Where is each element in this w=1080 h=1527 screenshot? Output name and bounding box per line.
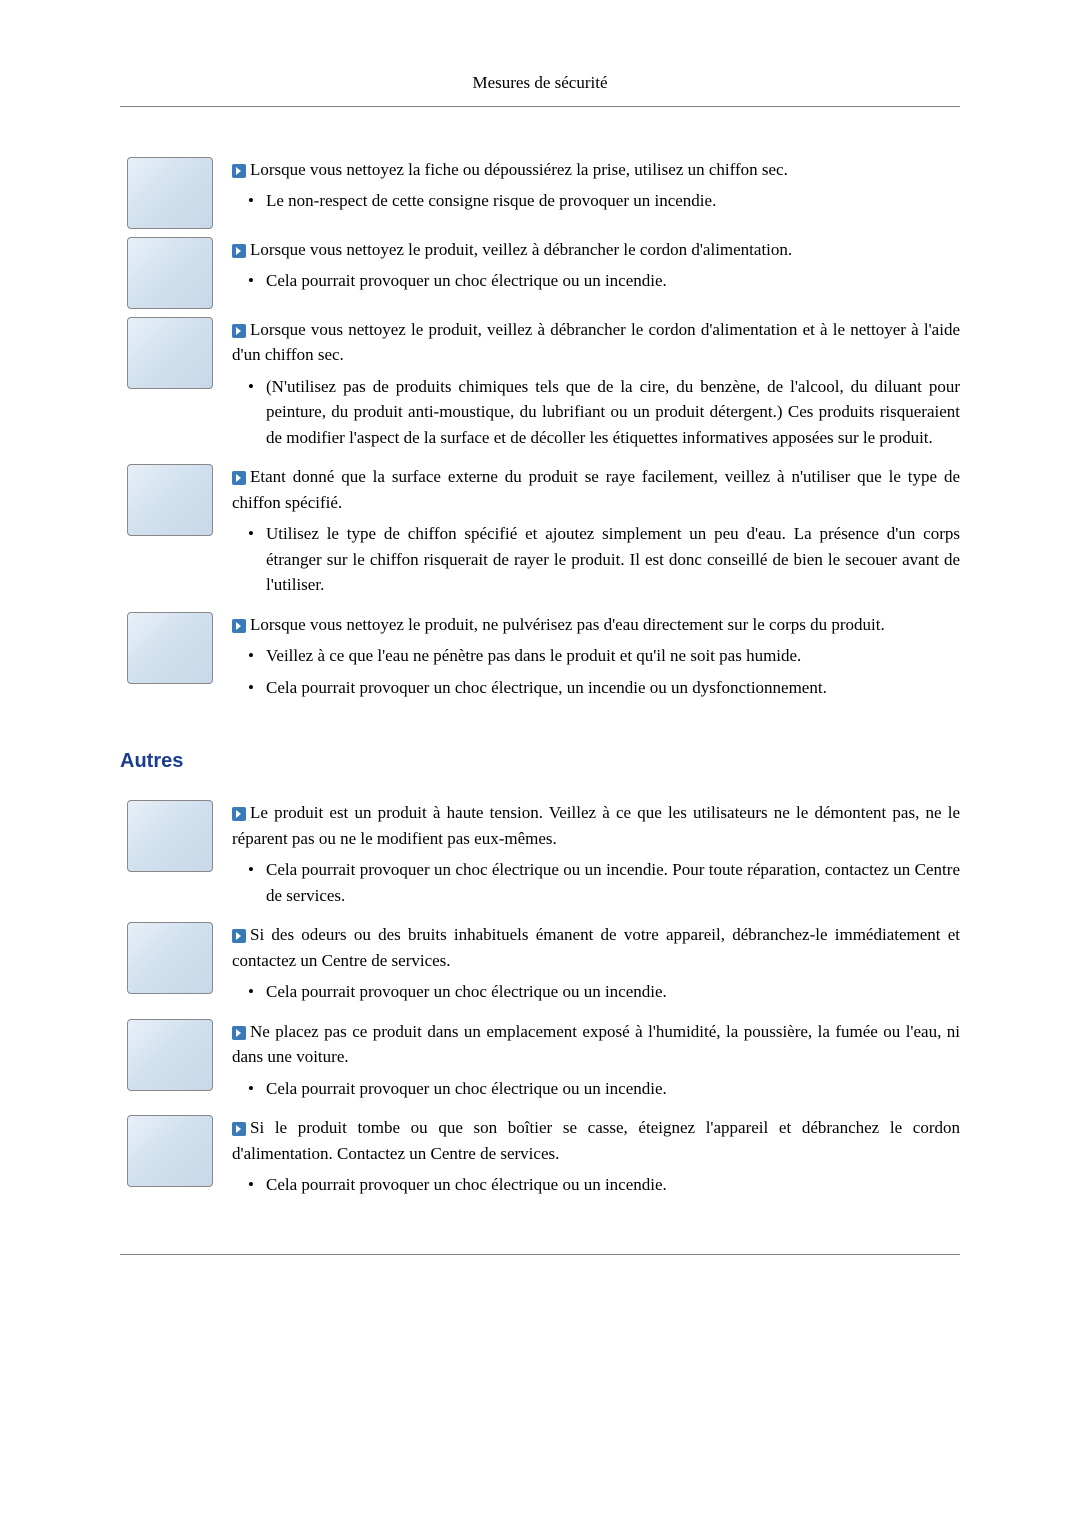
instruction-lead: Si des odeurs ou des bruits inhabituels … [232,922,960,973]
bullet-item: Cela pourrait provoquer un choc électriq… [248,857,960,908]
illustration-column [120,317,220,389]
instruction-lead: Lorsque vous nettoyez la fiche ou dépous… [232,157,960,183]
bullet-item: Veillez à ce que l'eau ne pénètre pas da… [248,643,960,669]
illustration-icon [127,922,213,994]
illustration-column [120,612,220,684]
bullet-list: Cela pourrait provoquer un choc électriq… [232,1172,960,1198]
instruction-text: Etant donné que la surface externe du pr… [232,464,960,604]
illustration-icon [127,1019,213,1091]
bullet-item: Cela pourrait provoquer un choc électriq… [248,979,960,1005]
illustration-icon [127,464,213,536]
lead-content: Ne placez pas ce produit dans un emplace… [232,1022,960,1067]
page-title: Mesures de sécurité [472,73,607,92]
arrow-icon [232,471,246,485]
instruction-lead: Si le produit tombe ou que son boîtier s… [232,1115,960,1166]
arrow-icon [232,1026,246,1040]
instruction-text: Lorsque vous nettoyez le produit, ne pul… [232,612,960,707]
section-autres: Le produit est un produit à haute tensio… [120,800,960,1204]
illustration-column [120,800,220,872]
illustration-column [120,1115,220,1187]
lead-content: Lorsque vous nettoyez la fiche ou dépous… [250,160,788,179]
bullet-list: Cela pourrait provoquer un choc électriq… [232,857,960,908]
illustration-icon [127,157,213,229]
illustration-icon [127,317,213,389]
instruction-text: Ne placez pas ce produit dans un emplace… [232,1019,960,1108]
instruction-block: Si le produit tombe ou que son boîtier s… [120,1115,960,1204]
bullet-item: Utilisez le type de chiffon spécifié et … [248,521,960,598]
arrow-icon [232,324,246,338]
instruction-text: Si le produit tombe ou que son boîtier s… [232,1115,960,1204]
bullet-item: Cela pourrait provoquer un choc électriq… [248,1172,960,1198]
instruction-block: Etant donné que la surface externe du pr… [120,464,960,604]
instruction-text: Si des odeurs ou des bruits inhabituels … [232,922,960,1011]
bullet-item: Cela pourrait provoquer un choc électriq… [248,675,960,701]
bullet-list: Le non-respect de cette consigne risque … [232,188,960,214]
lead-content: Lorsque vous nettoyez le produit, veille… [250,240,792,259]
instruction-lead: Lorsque vous nettoyez le produit, veille… [232,317,960,368]
illustration-column [120,464,220,536]
illustration-column [120,157,220,229]
instruction-text: Lorsque vous nettoyez le produit, veille… [232,317,960,457]
bullet-list: Cela pourrait provoquer un choc électriq… [232,979,960,1005]
arrow-icon [232,929,246,943]
instruction-block: Le produit est un produit à haute tensio… [120,800,960,914]
lead-content: Si des odeurs ou des bruits inhabituels … [232,925,960,970]
bullet-list: Cela pourrait provoquer un choc électriq… [232,268,960,294]
page-header: Mesures de sécurité [120,70,960,107]
bullet-item: Cela pourrait provoquer un choc électriq… [248,1076,960,1102]
lead-content: Lorsque vous nettoyez le produit, veille… [232,320,960,365]
instruction-lead: Lorsque vous nettoyez le produit, ne pul… [232,612,960,638]
bullet-item: Cela pourrait provoquer un choc électriq… [248,268,960,294]
lead-content: Lorsque vous nettoyez le produit, ne pul… [250,615,885,634]
instruction-lead: Etant donné que la surface externe du pr… [232,464,960,515]
lead-content: Etant donné que la surface externe du pr… [232,467,960,512]
illustration-icon [127,800,213,872]
bullet-list: (N'utilisez pas de produits chimiques te… [232,374,960,451]
instruction-lead: Lorsque vous nettoyez le produit, veille… [232,237,960,263]
instruction-lead: Le produit est un produit à haute tensio… [232,800,960,851]
illustration-column [120,1019,220,1091]
instruction-block: Lorsque vous nettoyez le produit, ne pul… [120,612,960,707]
page-footer [120,1254,960,1274]
instruction-text: Lorsque vous nettoyez le produit, veille… [232,237,960,300]
bullet-list: Veillez à ce que l'eau ne pénètre pas da… [232,643,960,700]
instruction-text: Le produit est un produit à haute tensio… [232,800,960,914]
arrow-icon [232,1122,246,1136]
instruction-block: Si des odeurs ou des bruits inhabituels … [120,922,960,1011]
instruction-text: Lorsque vous nettoyez la fiche ou dépous… [232,157,960,220]
instruction-block: Ne placez pas ce produit dans un emplace… [120,1019,960,1108]
bullet-item: (N'utilisez pas de produits chimiques te… [248,374,960,451]
illustration-icon [127,612,213,684]
lead-content: Le produit est un produit à haute tensio… [232,803,960,848]
lead-content: Si le produit tombe ou que son boîtier s… [232,1118,960,1163]
arrow-icon [232,164,246,178]
document-page: Mesures de sécurité Lorsque vous nettoye… [0,0,1080,1334]
instruction-lead: Ne placez pas ce produit dans un emplace… [232,1019,960,1070]
instruction-block: Lorsque vous nettoyez le produit, veille… [120,317,960,457]
illustration-column [120,237,220,309]
arrow-icon [232,244,246,258]
bullet-item: Le non-respect de cette consigne risque … [248,188,960,214]
bullet-list: Cela pourrait provoquer un choc électriq… [232,1076,960,1102]
arrow-icon [232,807,246,821]
instruction-block: Lorsque vous nettoyez la fiche ou dépous… [120,157,960,229]
section-heading-autres: Autres [120,746,960,776]
instruction-block: Lorsque vous nettoyez le produit, veille… [120,237,960,309]
illustration-icon [127,237,213,309]
bullet-list: Utilisez le type de chiffon spécifié et … [232,521,960,598]
illustration-icon [127,1115,213,1187]
section-cleaning: Lorsque vous nettoyez la fiche ou dépous… [120,157,960,707]
arrow-icon [232,619,246,633]
illustration-column [120,922,220,994]
